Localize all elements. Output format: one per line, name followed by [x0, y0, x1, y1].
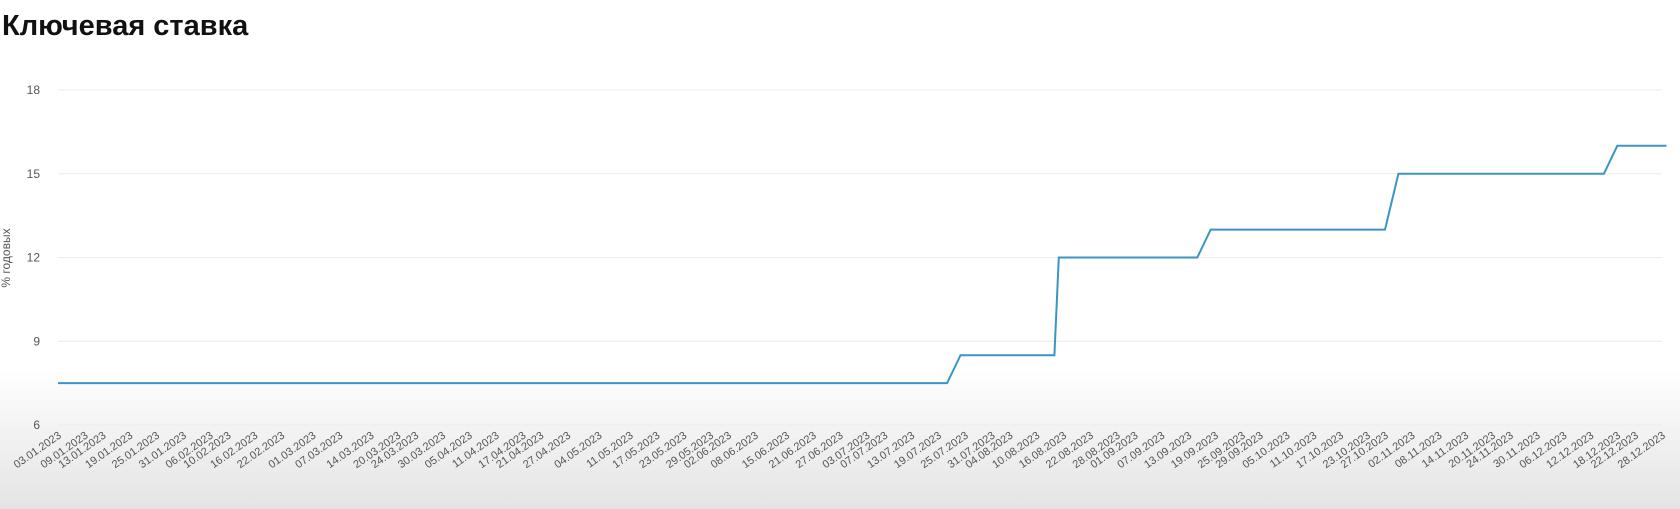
y-tick-label: 15	[27, 167, 41, 181]
y-tick-label: 12	[27, 251, 41, 265]
key-rate-series-line	[58, 146, 1667, 383]
y-axis-label: % годовых	[0, 228, 13, 287]
y-tick-label: 18	[27, 83, 41, 97]
y-tick-label: 9	[33, 334, 40, 348]
grid-lines	[58, 90, 1662, 425]
series-layer	[58, 146, 1667, 383]
y-tick-label: 6	[33, 418, 40, 432]
y-axis-ticks: 6 9 12 15 18	[27, 83, 41, 432]
x-axis-ticks: 03.01.202309.01.202313.01.202319.01.2023…	[12, 430, 1668, 471]
